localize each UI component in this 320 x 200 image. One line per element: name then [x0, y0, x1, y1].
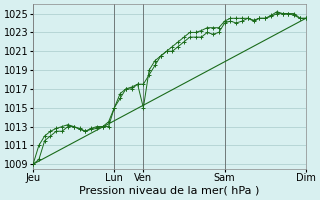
X-axis label: Pression niveau de la mer( hPa ): Pression niveau de la mer( hPa ) [79, 186, 260, 196]
